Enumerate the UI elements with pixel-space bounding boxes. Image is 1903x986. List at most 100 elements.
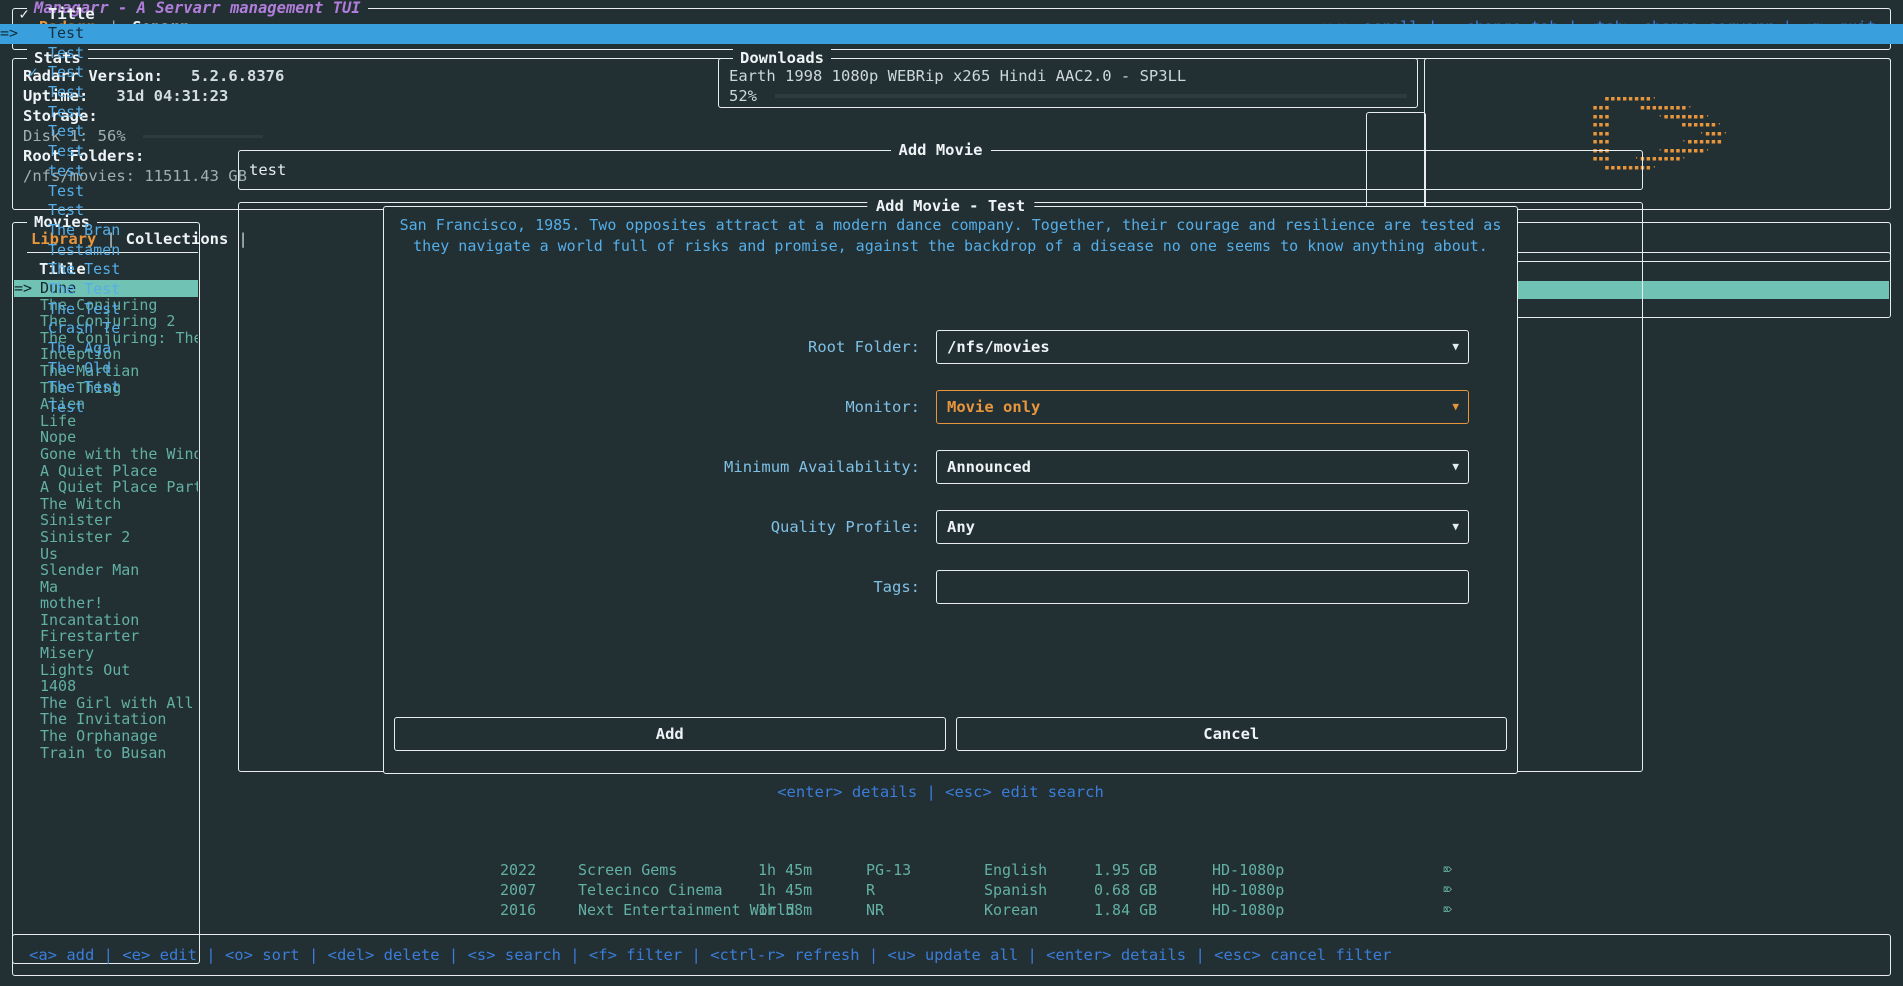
- cell-language: Spanish: [984, 881, 1048, 899]
- search-result-row[interactable]: Testamen: [0, 241, 1903, 261]
- download-item-title: Earth 1998 1080p WEBRip x265 Hindi AAC2.…: [729, 67, 1187, 85]
- chevron-down-icon[interactable]: ▼: [1452, 460, 1459, 473]
- root-folder-select[interactable]: /nfs/movies ▼: [936, 330, 1469, 364]
- cancel-button[interactable]: Cancel: [955, 717, 1507, 751]
- minimum-availability-label: Minimum Availability:: [724, 458, 920, 476]
- result-title: Test: [48, 201, 85, 220]
- result-title: Test: [48, 43, 85, 62]
- chevron-down-icon[interactable]: ▼: [1452, 520, 1459, 533]
- movie-list-item[interactable]: Inception: [14, 346, 198, 363]
- movie-list-item[interactable]: 1408: [14, 678, 198, 695]
- movie-list-item[interactable]: => Dune: [14, 280, 198, 297]
- search-result-row[interactable]: Test: [0, 182, 1903, 202]
- result-check-icon[interactable]: ✓: [28, 63, 38, 82]
- search-result-row[interactable]: Test: [0, 398, 1903, 418]
- movie-list-item[interactable]: Firestarter: [14, 628, 198, 645]
- chevron-down-icon[interactable]: ▼: [1452, 340, 1459, 353]
- search-result-row[interactable]: The Test: [0, 378, 1903, 398]
- stats-panel-title: Stats: [27, 48, 88, 68]
- cell-quality: HD-1080p: [1212, 861, 1285, 879]
- result-title: The Test: [48, 378, 121, 397]
- movie-list-item[interactable]: The Conjuring: [14, 296, 198, 314]
- movie-title: Train to Busan: [40, 743, 167, 762]
- movies-list[interactable]: => Dune The Conjuring The Conjuring 2 The Co…: [14, 280, 198, 962]
- movie-list-item[interactable]: A Quiet Place Part II: [14, 479, 198, 496]
- search-result-row[interactable]: Test: [0, 44, 1903, 64]
- movie-list-item[interactable]: The Martian: [14, 363, 198, 380]
- search-result-row[interactable]: The Test: [0, 300, 1903, 320]
- search-result-row[interactable]: ✓ Test: [0, 63, 1903, 83]
- search-result-row[interactable]: Test: [0, 142, 1903, 162]
- monitor-value: Movie only: [947, 398, 1041, 416]
- modal-buttons: Add Cancel: [394, 717, 1507, 751]
- search-result-row[interactable]: Test: [0, 201, 1903, 221]
- table-row[interactable]: 2007 Telecinco Cinema 1h 45m R Spanish 0.68 G…: [500, 880, 1600, 900]
- search-result-row[interactable]: The Test: [0, 280, 1903, 300]
- form-row-quality-profile: Quality Profile: Any ▼: [384, 497, 1517, 557]
- stats-uptime-value: 31d 04:31:23: [116, 87, 229, 105]
- tags-select[interactable]: [936, 570, 1469, 604]
- movie-list-item[interactable]: The Invitation: [14, 711, 198, 728]
- search-result-row[interactable]: The Test: [0, 260, 1903, 280]
- chevron-down-icon[interactable]: ▼: [1452, 400, 1459, 413]
- movie-list-item[interactable]: The Girl with All the: [14, 695, 198, 712]
- movie-list-item[interactable]: Sinister 2: [14, 529, 198, 546]
- result-title: Test: [48, 181, 85, 200]
- table-row[interactable]: 2022 Screen Gems 1h 45m PG-13 English 1.95 GB…: [500, 860, 1600, 880]
- cell-language: Korean: [984, 901, 1039, 919]
- search-result-row[interactable]: Test: [0, 122, 1903, 142]
- search-result-row[interactable]: The Bran: [0, 221, 1903, 241]
- movie-list-item[interactable]: Lights Out: [14, 661, 198, 679]
- movie-list-item[interactable]: A Quiet Place: [14, 462, 198, 480]
- movie-title: The Girl with All the: [40, 693, 198, 712]
- movie-list-item[interactable]: The Conjuring: The De: [14, 328, 198, 347]
- movie-list-item[interactable]: Ma: [14, 578, 198, 596]
- search-result-row[interactable]: => Test: [0, 24, 1903, 44]
- movie-list-item[interactable]: Slender Man: [14, 562, 198, 579]
- movie-list-item[interactable]: Gone with the Wind: [14, 446, 198, 463]
- movie-list-item[interactable]: The Thing: [14, 379, 198, 397]
- movie-list-item[interactable]: The Witch: [14, 495, 198, 513]
- search-result-row[interactable]: Crash Te: [0, 319, 1903, 339]
- movie-list-item[interactable]: Life: [14, 412, 198, 430]
- form-row-tags: Tags:: [384, 557, 1517, 617]
- search-input[interactable]: test: [249, 161, 287, 179]
- cell-certification: PG-13: [866, 861, 912, 879]
- tab-library[interactable]: Library: [31, 230, 97, 248]
- movie-list-item[interactable]: Incantation: [14, 612, 198, 629]
- disk-usage-bar-track: [143, 135, 263, 138]
- movie-list-item[interactable]: The Orphanage: [14, 728, 198, 745]
- movie-title: The Conjuring: The De: [40, 328, 198, 347]
- search-result-row[interactable]: Test: [0, 83, 1903, 103]
- movie-list-item[interactable]: Misery: [14, 645, 198, 662]
- movie-title: Dune: [40, 280, 77, 297]
- movie-list-item[interactable]: Nope: [14, 429, 198, 446]
- movie-list-item[interactable]: Train to Busan: [14, 743, 198, 762]
- tab-collections[interactable]: Collections: [125, 230, 229, 248]
- movie-list-item[interactable]: Us: [14, 545, 198, 563]
- result-title: Test: [48, 398, 85, 417]
- result-title: The Test: [48, 299, 121, 318]
- movie-list-item[interactable]: Sinister: [14, 512, 198, 529]
- add-button[interactable]: Add: [394, 717, 946, 751]
- search-results-list[interactable]: ✓ Title => Test Test ✓ Test Test Test Test Test te…: [0, 0, 1903, 570]
- monitor-select[interactable]: Movie only ▼: [936, 390, 1469, 424]
- movie-title: The Conjuring 2: [40, 312, 176, 331]
- movie-list-item[interactable]: The Conjuring 2: [14, 313, 198, 330]
- movie-list-item[interactable]: Alien: [14, 396, 198, 413]
- stats-rootfolder-value: /nfs/movies: 11511.43 GB: [23, 167, 247, 185]
- results-rows[interactable]: => Test Test ✓ Test Test Test Test Test test Test T…: [0, 24, 1903, 986]
- minimum-availability-select[interactable]: Announced ▼: [936, 450, 1469, 484]
- movie-list-item[interactable]: mother!: [14, 595, 198, 612]
- cell-runtime: 1h 45m: [758, 881, 813, 899]
- result-title: Test: [48, 24, 85, 42]
- search-result-row[interactable]: The Aga': [0, 339, 1903, 359]
- search-result-row[interactable]: test: [0, 162, 1903, 182]
- cell-studio: Next Entertainment World: [578, 901, 795, 919]
- table-row[interactable]: 2016 Next Entertainment World 1h 58m NR Kore…: [500, 900, 1600, 920]
- search-result-row[interactable]: The Old: [0, 359, 1903, 379]
- search-result-row[interactable]: Test: [0, 103, 1903, 123]
- result-title: The Bran: [48, 220, 121, 239]
- cell-language: English: [984, 861, 1048, 879]
- quality-profile-select[interactable]: Any ▼: [936, 510, 1469, 544]
